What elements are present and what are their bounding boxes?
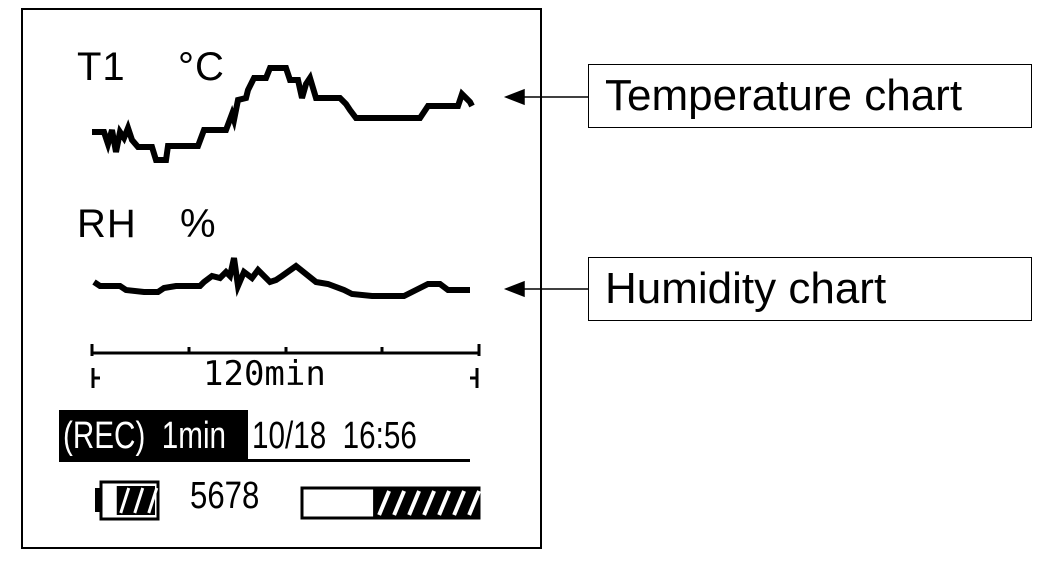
memory-usage-bar <box>300 486 481 520</box>
recording-status: (REC) 1min <box>59 410 248 462</box>
memory-hatch-line <box>452 490 466 516</box>
temperature-callout-arrow <box>503 88 588 106</box>
temperature-channel-label: T1 <box>77 45 126 89</box>
memory-hatch-line <box>392 490 406 516</box>
humidity-callout-arrow <box>503 280 588 298</box>
battery-segment <box>119 487 131 514</box>
temperature-trace <box>92 65 475 163</box>
date-time: 10/18 16:56 <box>252 415 417 457</box>
memory-hatch-line <box>422 490 436 516</box>
battery-icon <box>95 480 160 521</box>
memory-hatch-line <box>407 490 421 516</box>
memory-hatch-line <box>437 490 451 516</box>
record-count: 5678 <box>190 475 260 517</box>
time-scale-label: 120min <box>203 354 326 394</box>
temperature-chart-callout: Temperature chart <box>588 64 1032 128</box>
battery-segment <box>147 487 159 514</box>
time-scale-bar <box>90 344 481 388</box>
memory-hatch-line <box>377 490 391 516</box>
humidity-unit-label: % <box>180 202 217 246</box>
battery-segment <box>133 487 145 514</box>
date-time-underline <box>248 459 470 462</box>
humidity-chart-callout: Humidity chart <box>588 257 1032 321</box>
memory-hatch-line <box>467 490 481 516</box>
humidity-channel-label: RH <box>77 202 137 246</box>
temperature-unit-label: °C <box>178 45 225 89</box>
humidity-trace <box>92 257 470 299</box>
